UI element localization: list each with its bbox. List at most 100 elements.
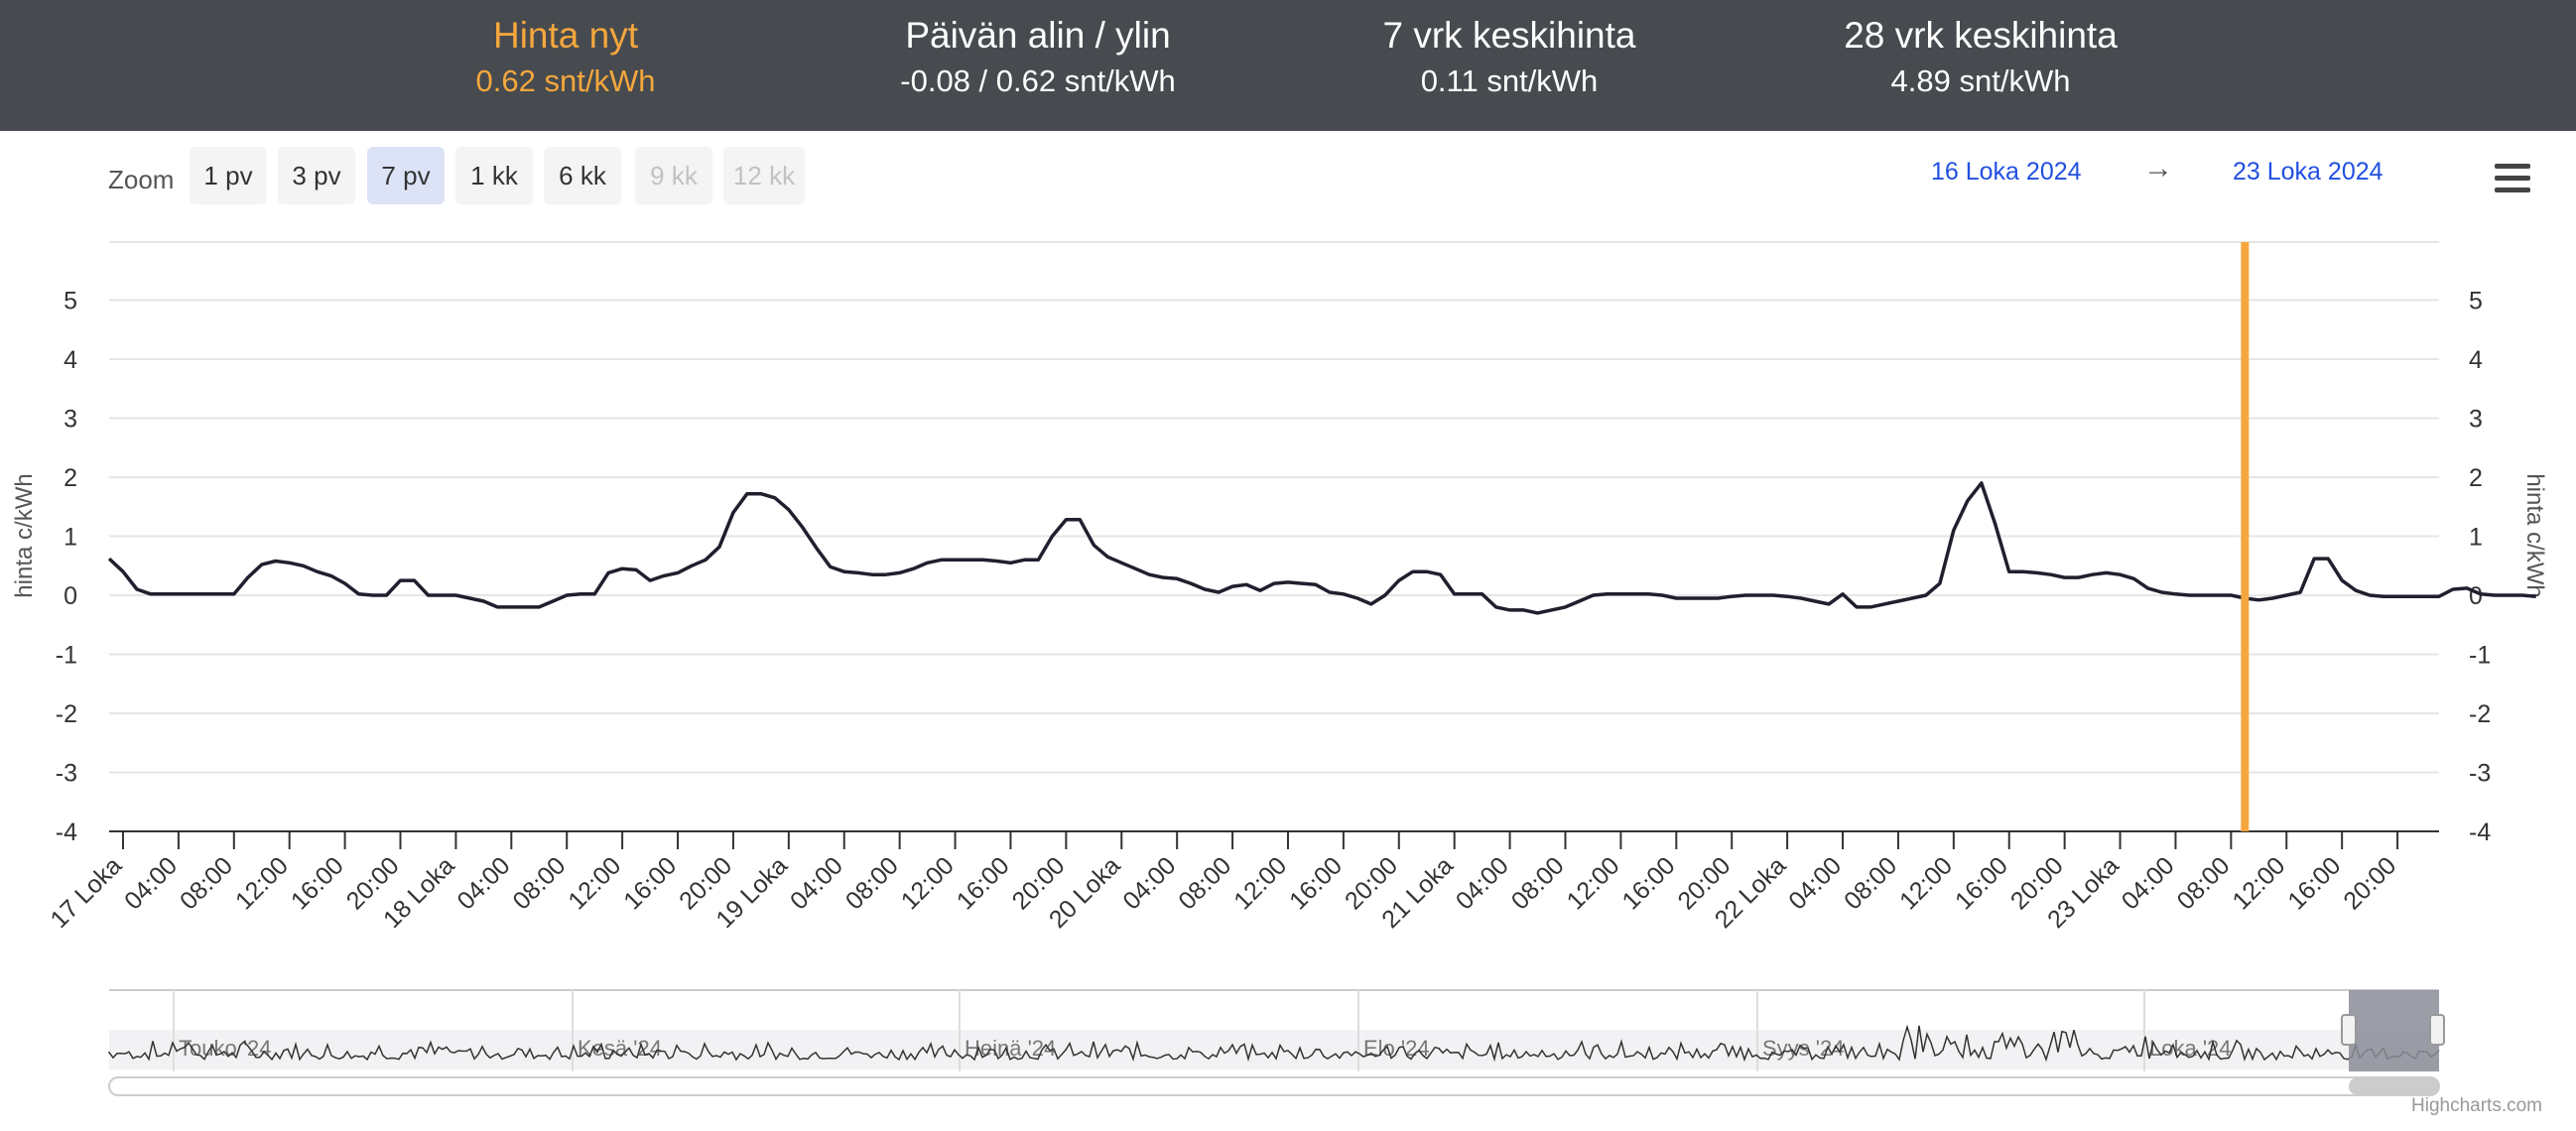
x-tick-label: 20 Loka <box>1044 851 1126 934</box>
x-tick-label: 12:00 <box>2227 851 2290 915</box>
x-tick-label: 20:00 <box>2338 851 2401 915</box>
y-tick-label-left: -1 <box>56 642 77 670</box>
navigator-label: Elo '24 <box>1363 1036 1430 1061</box>
x-tick-label: 08:00 <box>1839 851 1902 915</box>
x-tick-label: 04:00 <box>1117 851 1181 915</box>
avg7-value: 0.11 snt/kWh <box>1420 63 1599 98</box>
summary-header: Hinta nyt 0.62 snt/kWh Päivän alin / yli… <box>0 0 2576 131</box>
y-tick-label-right: -1 <box>2469 642 2491 670</box>
y-tick-label-left: -2 <box>56 700 77 728</box>
x-tick-label: 20:00 <box>674 851 737 915</box>
navigator-label: Kesä '24 <box>578 1036 662 1061</box>
x-tick-label: 04:00 <box>452 851 516 915</box>
y-tick-label-right: 2 <box>2469 464 2483 492</box>
x-tick-label: 16:00 <box>952 851 1015 915</box>
navigator-label: Heinä '24 <box>965 1036 1056 1061</box>
y-tick-label-left: 0 <box>64 582 77 610</box>
zoom-button-7pv[interactable]: 7 pv <box>367 147 445 204</box>
x-tick-label: 20:00 <box>2005 851 2069 915</box>
highcharts-credit[interactable]: Highcharts.com <box>2411 1095 2542 1116</box>
x-tick-label: 16:00 <box>1284 851 1348 915</box>
x-tick-label: 08:00 <box>1173 851 1236 915</box>
navigator-selection <box>2349 990 2439 1071</box>
y-axis-label-right: hinta c/kWh <box>2521 473 2548 597</box>
x-tick-label: 16:00 <box>1617 851 1681 915</box>
x-tick-label: 04:00 <box>785 851 848 915</box>
navigator-series <box>108 1024 2440 1063</box>
y-tick-label-left: -4 <box>56 818 77 846</box>
y-tick-label-right: 4 <box>2469 346 2483 374</box>
x-tick-label: 21 Loka <box>1376 851 1459 934</box>
y-tick-label-left: 1 <box>64 524 77 552</box>
x-tick-label: 20:00 <box>1007 851 1071 915</box>
range-to-input[interactable]: 23 Loka 2024 <box>2233 158 2383 186</box>
navigator-label: Syys '24 <box>1762 1036 1844 1061</box>
current-price-stat: Hinta nyt 0.62 snt/kWh <box>308 12 824 103</box>
x-tick-label: 12:00 <box>896 851 960 915</box>
avg7-stat: 7 vrk keskihinta 0.11 snt/kWh <box>1251 12 1767 103</box>
avg28-title: 28 vrk keskihinta <box>1844 15 2118 56</box>
x-tick-label: 08:00 <box>175 851 238 915</box>
current-time-marker <box>2241 242 2250 831</box>
zoom-button-6kk[interactable]: 6 kk <box>544 147 621 204</box>
x-tick-label: 16:00 <box>286 851 349 915</box>
x-tick-label: 12:00 <box>1562 851 1625 915</box>
avg7-title: 7 vrk keskihinta <box>1382 15 1636 56</box>
y-tick-label-right: -2 <box>2469 700 2491 728</box>
range-from-input[interactable]: 16 Loka 2024 <box>1931 158 2082 186</box>
current-price-title: Hinta nyt <box>492 15 638 56</box>
y-axis-label-left: hinta c/kWh <box>11 473 38 597</box>
x-tick-label: 23 Loka <box>2042 851 2125 934</box>
y-tick-label-right: -4 <box>2469 818 2491 846</box>
y-tick-label-right: 3 <box>2469 406 2483 434</box>
zoom-label: Zoom <box>108 165 175 194</box>
x-tick-label: 16:00 <box>1950 851 2013 915</box>
y-axis-left: 5 4 3 2 1 0 -1 -2 -3 -4 <box>56 288 77 847</box>
avg28-stat: 28 vrk keskihinta 4.89 snt/kWh <box>1723 12 2239 103</box>
x-tick-label: 04:00 <box>2117 851 2180 915</box>
y-tick-label-right: 5 <box>2469 288 2483 315</box>
avg28-value: 4.89 snt/kWh <box>1890 63 2071 98</box>
navigator-scrollbar-track <box>108 1076 2440 1096</box>
y-axis-right: 5 4 3 2 1 0 -1 -2 -3 -4 <box>2469 288 2491 847</box>
zoom-button-9kk: 9 kk <box>635 147 712 204</box>
price-series-line <box>107 481 2536 615</box>
x-tick-label: 12:00 <box>1228 851 1292 915</box>
y-tick-label-right: 0 <box>2469 582 2483 610</box>
navigator-handle <box>2429 1014 2445 1046</box>
x-tick-label: 12:00 <box>1894 851 1958 915</box>
x-tick-label: 08:00 <box>1506 851 1570 915</box>
x-tick-label: 04:00 <box>119 851 183 915</box>
x-tick-label: 08:00 <box>507 851 571 915</box>
y-tick-label-left: 5 <box>64 288 77 315</box>
x-tick-label: 16:00 <box>2282 851 2346 915</box>
day-range-stat: Päivän alin / ylin -0.08 / 0.62 snt/kWh <box>780 12 1296 103</box>
x-tick-label: 04:00 <box>1783 851 1847 915</box>
x-tick-label: 17 Loka <box>46 851 128 934</box>
x-tick-label: 18 Loka <box>378 851 460 934</box>
y-tick-label-right: -3 <box>2469 760 2491 788</box>
y-tick-label-left: -3 <box>56 760 77 788</box>
x-tick-label: 20:00 <box>1340 851 1403 915</box>
x-tick-label: 22 Loka <box>1710 851 1792 934</box>
x-tick-label: 20:00 <box>341 851 405 915</box>
x-tick-label: 08:00 <box>2172 851 2236 915</box>
navigator-area <box>109 1030 2439 1069</box>
day-range-value: -0.08 / 0.62 snt/kWh <box>900 63 1176 98</box>
navigator-label: Touko '24 <box>179 1036 272 1061</box>
hamburger-menu-icon[interactable] <box>2495 164 2530 193</box>
zoom-button-12kk: 12 kk <box>723 147 805 204</box>
y-tick-label-left: 2 <box>64 464 77 492</box>
y-tick-label-left: 4 <box>64 346 77 374</box>
y-tick-label-left: 3 <box>64 406 77 434</box>
current-price-value: 0.62 snt/kWh <box>475 63 656 98</box>
zoom-button-1kk[interactable]: 1 kk <box>455 147 533 204</box>
grid-lines <box>109 241 2439 832</box>
x-tick-label: 20:00 <box>1672 851 1736 915</box>
navigator: Touko '24 Kesä '24 Heinä '24 Elo '24 Syys '2… <box>108 989 2445 1096</box>
zoom-button-3pv[interactable]: 3 pv <box>278 147 355 204</box>
y-tick-label-right: 1 <box>2469 524 2483 552</box>
zoom-button-1pv[interactable]: 1 pv <box>190 147 267 204</box>
x-tick-label: 19 Loka <box>710 851 793 934</box>
